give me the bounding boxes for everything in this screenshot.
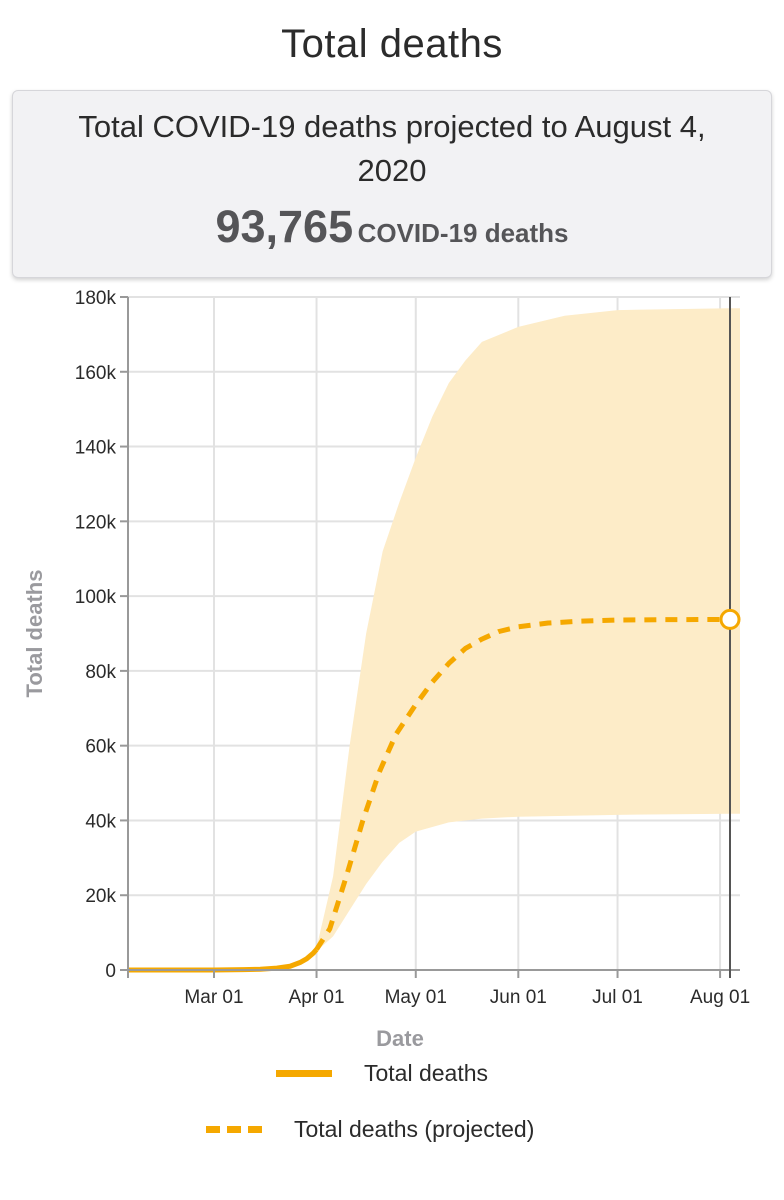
projected-deaths-unit: COVID-19 deaths — [357, 218, 569, 249]
y-tick-label: 40k — [85, 811, 116, 832]
legend-item-total-deaths[interactable]: Total deaths — [276, 1060, 488, 1087]
x-tick-label: Jun 01 — [490, 987, 547, 1008]
y-tick-label: 140k — [75, 438, 117, 459]
y-tick-label: 100k — [75, 587, 117, 608]
series-line-total-deaths-projected — [314, 616, 731, 951]
y-tick-label: 0 — [105, 961, 116, 982]
y-tick-label: 60k — [85, 737, 116, 758]
y-tick-label: 20k — [85, 886, 116, 907]
total-deaths-chart: 0 20k 40k 60k 80k 100k 120k 140k 160k 180k Mar 01 A… — [22, 288, 750, 1051]
legend-label: Total deaths — [364, 1060, 489, 1086]
axes: 0 20k 40k 60k 80k 100k 120k 140k 160k 180k Mar 01 A… — [75, 288, 750, 1008]
legend-dashed-swatch — [206, 1126, 262, 1133]
x-tick-label: Mar 01 — [184, 987, 243, 1008]
y-axis-title: Total deaths — [22, 570, 47, 698]
legend-solid-swatch — [276, 1070, 332, 1077]
x-tick-label: Apr 01 — [289, 987, 345, 1008]
y-tick-label: 80k — [85, 662, 116, 683]
projection-total: 93,765 COVID-19 deaths — [13, 201, 771, 253]
projection-summary-card: Total COVID-19 deaths projected to Augus… — [12, 90, 772, 278]
page-title: Total deaths — [281, 22, 503, 66]
projected-deaths-value: 93,765 — [215, 201, 354, 253]
projected-endpoint-marker[interactable] — [719, 608, 741, 630]
x-axis-title: Date — [376, 1026, 424, 1051]
x-tick-label: Jul 01 — [592, 987, 643, 1008]
series-line-total-deaths — [128, 947, 319, 973]
y-tick-label: 180k — [75, 288, 117, 309]
y-tick-label: 160k — [75, 363, 117, 384]
legend-label: Total deaths (projected) — [294, 1116, 535, 1142]
legend-item-total-deaths-projected[interactable]: Total deaths (projected) — [206, 1116, 534, 1143]
y-tick-label: 120k — [75, 512, 117, 533]
x-tick-label: Aug 01 — [690, 987, 750, 1008]
x-tick-label: May 01 — [385, 987, 447, 1008]
uncertainty-band — [316, 308, 740, 952]
projection-headline: Total COVID-19 deaths projected to Augus… — [78, 109, 706, 189]
